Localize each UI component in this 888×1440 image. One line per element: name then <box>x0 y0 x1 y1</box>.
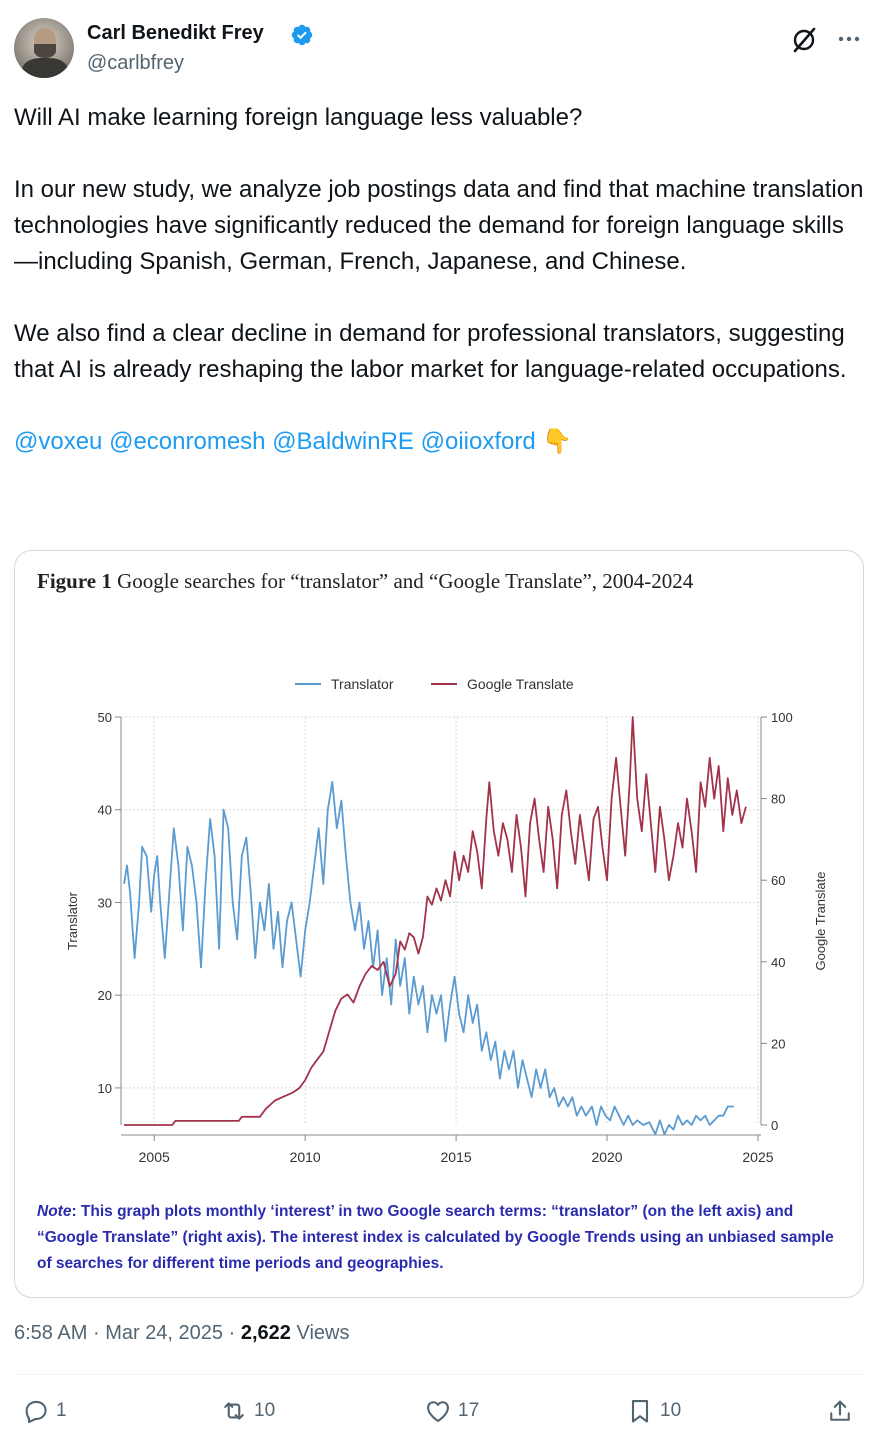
y-tick-label-right: 0 <box>771 1118 778 1133</box>
avatar-body <box>22 58 68 78</box>
line-chart: 2005 2010 2015 2020 2025 10 20 30 40 50 0 20 40 60 80 1… <box>65 676 828 1165</box>
reply-count: 1 <box>56 1400 67 1421</box>
author-name[interactable]: Carl Benedikt Frey <box>87 22 264 44</box>
meta-separator: · <box>92 1322 100 1344</box>
tweet-meta: 6:58 AM · Mar 24, 2025 · 2,622 Views <box>14 1322 349 1345</box>
avatar-beard <box>34 44 56 58</box>
like-button[interactable]: 17 <box>424 1396 479 1426</box>
tweet-paragraph-1: Will AI make learning foreign language l… <box>14 104 583 131</box>
y-tick-label-left: 30 <box>98 895 112 910</box>
x-tick-label: 2015 <box>441 1149 472 1165</box>
x-tick-label: 2020 <box>591 1149 622 1165</box>
note-text: : This graph plots monthly ‘interest’ in… <box>37 1203 834 1272</box>
mention-link[interactable]: @BaldwinRE <box>272 428 414 455</box>
avatar[interactable] <box>14 18 74 78</box>
more-dots-icon[interactable] <box>836 26 862 52</box>
figure-label: Figure 1 <box>37 569 112 593</box>
mention-link[interactable]: @econromesh <box>109 428 266 455</box>
share-icon <box>830 1400 850 1421</box>
y-axis-label-left: Translator <box>65 891 80 950</box>
x-tick-label: 2010 <box>290 1149 321 1165</box>
verified-badge-icon[interactable] <box>290 23 314 47</box>
y-tick-label-right: 40 <box>771 955 785 970</box>
grok-slash-icon[interactable] <box>790 26 818 54</box>
series-line-translator <box>123 781 734 1136</box>
repost-button[interactable]: 10 <box>220 1396 275 1426</box>
reply-icon <box>25 1400 47 1424</box>
x-tick-label: 2005 <box>139 1149 170 1165</box>
legend-label: Translator <box>331 676 394 692</box>
y-tick-label-left: 20 <box>98 988 112 1003</box>
repost-icon <box>224 1402 244 1420</box>
mention-link[interactable]: @oiioxford <box>420 428 536 455</box>
media-card[interactable]: Figure 1 Google searches for “translator… <box>14 550 864 1298</box>
pointing-down-emoji: 👇 <box>542 428 573 455</box>
y-tick-label-right: 100 <box>771 710 793 725</box>
figure-title-text: Google searches for “translator” and “Go… <box>117 569 694 593</box>
y-tick-label-left: 40 <box>98 803 112 818</box>
bookmark-count: 10 <box>660 1400 682 1421</box>
repost-count: 10 <box>254 1400 276 1421</box>
y-tick-label-left: 10 <box>98 1081 112 1096</box>
heart-icon <box>427 1401 449 1422</box>
legend-label: Google Translate <box>467 676 574 692</box>
figure-note: Note: This graph plots monthly ‘interest… <box>37 1199 847 1277</box>
bookmark-icon <box>631 1400 649 1423</box>
y-tick-label-right: 20 <box>771 1036 785 1051</box>
tweet-header: Carl Benedikt Frey @carlbfrey <box>14 16 874 82</box>
y-tick-label-right: 80 <box>771 792 785 807</box>
views-label: Views <box>296 1322 350 1344</box>
mention-link[interactable]: @voxeu <box>14 428 103 455</box>
author-handle[interactable]: @carlbfrey <box>87 52 184 74</box>
meta-separator: · <box>228 1322 236 1344</box>
divider <box>14 1374 864 1375</box>
tweet-date[interactable]: Mar 24, 2025 <box>105 1322 224 1344</box>
tweet-time[interactable]: 6:58 AM <box>14 1322 88 1344</box>
x-tick-label: 2025 <box>742 1149 773 1165</box>
tweet-mentions: @voxeu @econromesh @BaldwinRE @oiioxford… <box>14 424 864 460</box>
share-button[interactable] <box>826 1396 860 1426</box>
reply-button[interactable]: 1 <box>22 1396 67 1426</box>
like-count: 17 <box>458 1400 480 1421</box>
tweet-paragraph-3: We also find a clear decline in demand f… <box>14 320 847 383</box>
y-tick-label-left: 50 <box>98 710 112 725</box>
tweet-text: Will AI make learning foreign language l… <box>14 100 864 460</box>
y-axis-label-right: Google Translate <box>813 871 828 970</box>
figure-title: Figure 1 Google searches for “translator… <box>37 569 693 594</box>
bookmark-button[interactable]: 10 <box>626 1396 681 1426</box>
note-label: Note <box>37 1203 72 1220</box>
y-tick-label-right: 60 <box>771 873 785 888</box>
action-bar: 1 10 17 10 <box>14 1390 864 1434</box>
views-count: 2,622 <box>240 1322 291 1344</box>
series-line-google-translate <box>124 716 747 1126</box>
tweet-paragraph-2: In our new study, we analyze job posting… <box>14 176 864 275</box>
